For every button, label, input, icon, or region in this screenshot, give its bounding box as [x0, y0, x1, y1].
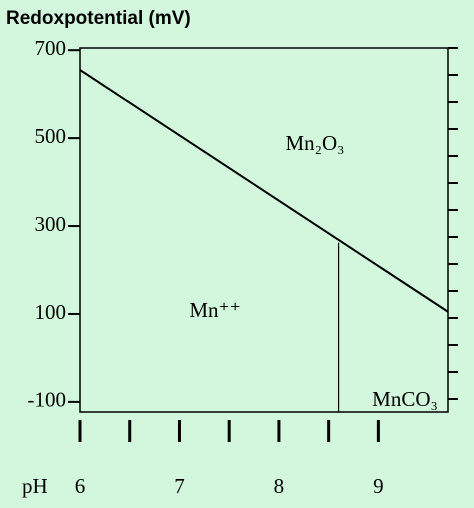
y-tick-label: 500 — [35, 124, 67, 148]
region-label: Mn⁺⁺ — [189, 298, 240, 322]
plot-frame — [79, 47, 449, 413]
x-tick-label: 6 — [75, 474, 86, 498]
region-label: MnCO₃ — [372, 387, 438, 411]
y-tick-label: 100 — [35, 300, 67, 324]
chart-title: Redoxpotential (mV) — [6, 8, 191, 29]
boundary-line — [79, 69, 449, 313]
x-tick-label: 7 — [174, 474, 185, 498]
y-tick-label: 300 — [35, 212, 67, 236]
x-tick-label: 9 — [373, 474, 384, 498]
y-tick-label: 700 — [35, 36, 67, 60]
x-axis-label: pH — [22, 474, 48, 498]
y-tick-label: -100 — [28, 388, 67, 412]
x-tick-label: 8 — [274, 474, 285, 498]
region-label: Mn₂O₃ — [286, 131, 345, 155]
